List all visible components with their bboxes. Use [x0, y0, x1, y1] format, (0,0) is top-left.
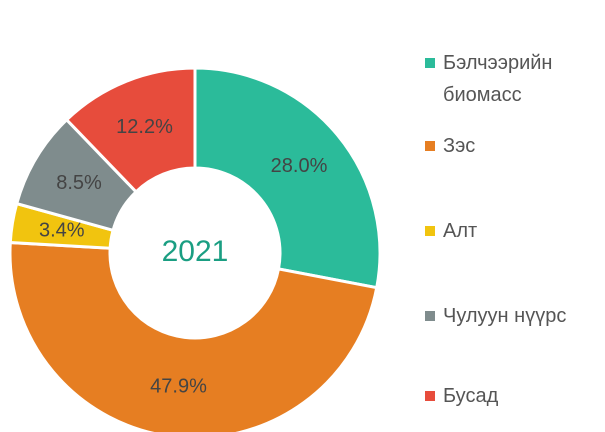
legend-item: Бэлчээрийн биомасс	[425, 47, 573, 111]
value-label: 28.0%	[271, 155, 328, 177]
legend-item: Чулуун нүүрс	[425, 300, 566, 332]
legend-label: Зэс	[443, 135, 476, 157]
value-label: 8.5%	[56, 172, 102, 194]
center-label: 2021	[162, 235, 229, 268]
legend-item: Зэс	[425, 130, 475, 162]
donut-segment	[8, 240, 379, 432]
value-label: 12.2%	[116, 116, 173, 138]
chart: 28.0% 47.9% 3.4% 8.5% 12.2% 2021	[8, 66, 382, 432]
value-label: 47.9%	[150, 375, 207, 397]
legend-swatch	[425, 391, 435, 401]
legend-label: Чулуун нүүрс	[443, 305, 567, 327]
legend-label: Алт	[443, 220, 478, 242]
donut-segment	[193, 66, 382, 290]
legend-label: Бэлчээрийн биомасс	[443, 52, 553, 106]
legend-swatch	[425, 226, 435, 236]
donut-segment	[64, 66, 197, 194]
value-label: 3.4%	[39, 219, 85, 241]
legend-label: Бусад	[443, 385, 499, 407]
legend-swatch	[425, 141, 435, 151]
legend-swatch	[425, 58, 435, 68]
legend-item: Алт	[425, 215, 477, 247]
legend-item: Бусад	[425, 380, 498, 412]
legend-swatch	[425, 311, 435, 321]
